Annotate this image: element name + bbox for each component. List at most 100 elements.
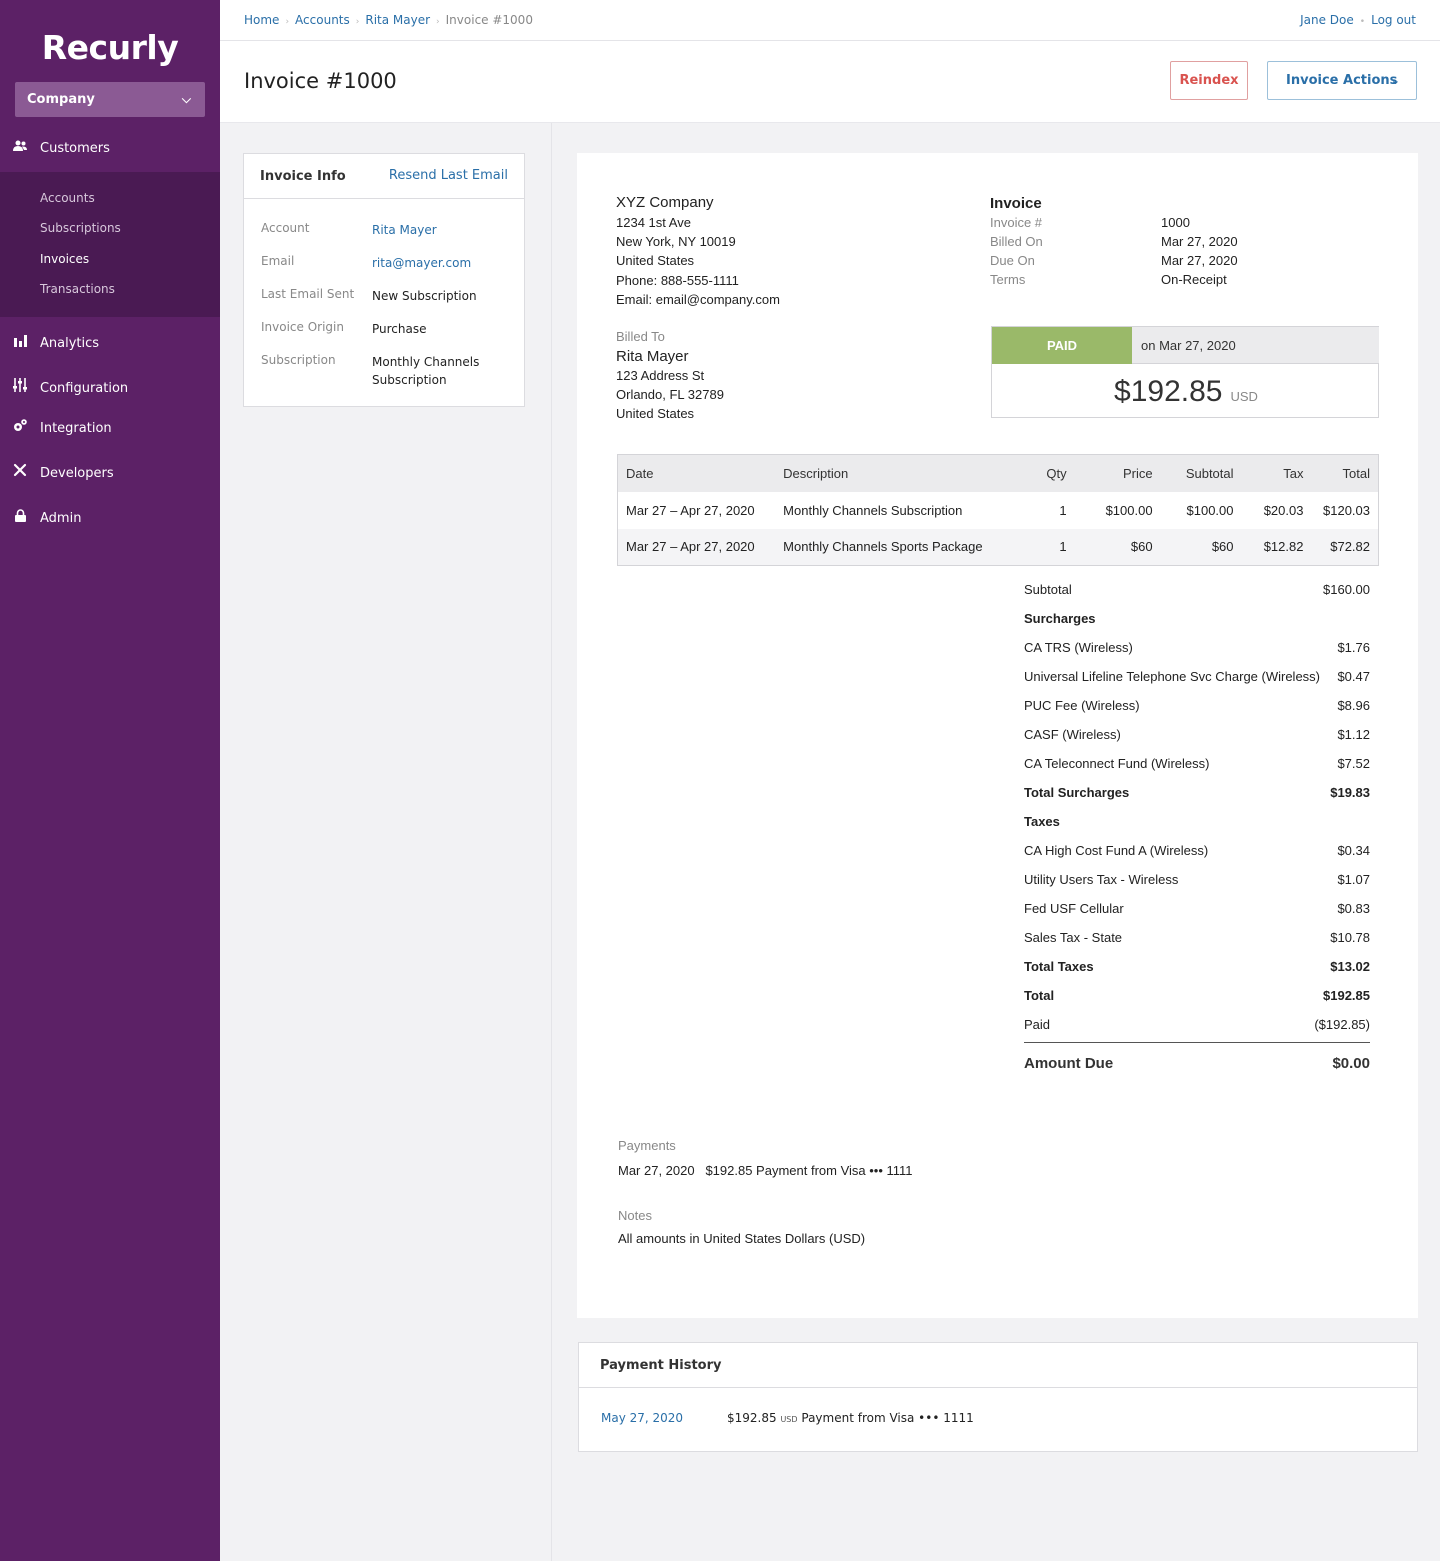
billed-to-name: Rita Mayer: [616, 348, 689, 365]
paid-badge: PAID: [992, 327, 1132, 364]
invoice-document: XYZ Company 1234 1st Ave New York, NY 10…: [577, 153, 1418, 1318]
summary-row: Fed USF Cellular $0.83: [1024, 901, 1370, 919]
summary-label: Fed USF Cellular: [1024, 901, 1124, 916]
column-divider: [551, 123, 552, 1561]
table-cell: $20.03: [1263, 502, 1304, 518]
amount-due: Amount Due $0.00: [1024, 1055, 1370, 1072]
summary-row: Sales Tax - State $10.78: [1024, 930, 1370, 948]
nav-developers[interactable]: Developers: [0, 456, 220, 492]
nav-admin-label: Admin: [40, 511, 82, 526]
summary-label: Sales Tax - State: [1024, 930, 1123, 945]
summary-value: ($192.85): [1314, 1017, 1370, 1032]
table-cell: $12.82: [1241, 528, 1312, 566]
user-links-separator: •: [1359, 17, 1366, 27]
billed-to-address-line: Orlando, FL 32789: [616, 387, 724, 402]
summary-label: CA Teleconnect Fund (Wireless): [1024, 756, 1210, 771]
sliders-icon: [11, 371, 29, 407]
company-address-line: United States: [616, 253, 695, 268]
summary-label: Total: [1024, 988, 1055, 1003]
summary-value: $10.78: [1330, 930, 1370, 945]
table-cell: $100.00: [1105, 502, 1153, 518]
account-link[interactable]: Rita Mayer: [372, 223, 437, 237]
table-cell: Monthly Channels Subscription: [783, 502, 963, 518]
column-header: Date: [617, 454, 776, 492]
meta-value: 1000: [1161, 215, 1190, 230]
paid-status-box: PAID on Mar 27, 2020 $192.85 USD: [991, 326, 1379, 418]
user-name-link[interactable]: Jane Doe: [1300, 13, 1354, 27]
breadcrumb-separator: ›: [355, 17, 360, 27]
summary-row: CASF (Wireless) $1.12: [1024, 727, 1370, 745]
resend-last-email-link[interactable]: Resend Last Email: [388, 168, 508, 183]
table-row: Mar 27 – Apr 27, 2020 Monthly Channels S…: [617, 528, 1379, 566]
column-header: Price: [1074, 454, 1161, 492]
billed-to-address-line: 123 Address St: [616, 368, 705, 383]
info-value: New Subscription: [372, 289, 477, 303]
reindex-button[interactable]: Reindex: [1170, 61, 1248, 100]
lock-icon: [11, 501, 29, 537]
nav-configuration[interactable]: Configuration: [0, 371, 220, 407]
paid-date: on Mar 27, 2020: [1132, 327, 1379, 364]
amount-due-value: $0.00: [1332, 1055, 1370, 1072]
table-cell: 1: [1059, 502, 1067, 518]
company-select[interactable]: Company ⌵: [15, 82, 205, 117]
breadcrumb-account[interactable]: Rita Mayer: [365, 13, 431, 27]
subnav-invoices[interactable]: Invoices: [40, 252, 90, 266]
payment-currency: USD: [780, 1415, 798, 1424]
subnav-subscriptions[interactable]: Subscriptions: [40, 221, 121, 235]
billed-to-label: Billed To: [616, 329, 665, 344]
summary-label: Taxes: [1024, 814, 1060, 829]
summary-label: CASF (Wireless): [1024, 727, 1121, 742]
nav-customers-label: Customers: [40, 141, 110, 156]
payment-history-entry: $192.85 USD Payment from Visa ••• 1111: [727, 1411, 974, 1425]
amount-due-label: Amount Due: [1024, 1055, 1114, 1072]
meta-value: Mar 27, 2020: [1161, 253, 1238, 268]
table-cell: $120.03: [1323, 502, 1370, 518]
summary-row: Utility Users Tax - Wireless $1.07: [1024, 872, 1370, 890]
company-address-line: 1234 1st Ave: [616, 215, 691, 230]
info-value: Purchase: [372, 322, 427, 336]
invoice-actions-button[interactable]: Invoice Actions ⌄: [1267, 61, 1417, 100]
summary-value: $0.47: [1337, 669, 1370, 684]
nav-customers[interactable]: Customers: [0, 131, 220, 167]
page-header: Invoice #1000 Reindex Invoice Actions ⌄: [220, 41, 1440, 123]
table-cell: Monthly Channels Sports Package: [775, 528, 1025, 566]
meta-label: Billed On: [990, 234, 1043, 249]
summary-row: Subtotal $160.00: [1024, 582, 1370, 600]
summary-value: $0.34: [1337, 843, 1370, 858]
subnav-accounts[interactable]: Accounts: [40, 191, 95, 205]
table-cell: $60: [1074, 528, 1161, 566]
column-header: Subtotal: [1160, 454, 1242, 492]
summary-label: Total Taxes: [1024, 959, 1094, 974]
table-cell: $72.82: [1311, 528, 1379, 566]
customers-subnav: Accounts Subscriptions Invoices Transact…: [0, 172, 220, 317]
summary-label: Paid: [1024, 1017, 1051, 1032]
table-row: Mar 27 – Apr 27, 2020 Monthly Channels S…: [618, 492, 1379, 529]
bar-chart-icon: [11, 326, 29, 362]
gears-icon: [11, 411, 29, 447]
summary-value: $8.96: [1337, 698, 1370, 713]
column-header: Description: [775, 454, 1025, 492]
payment-history-card: Payment History May 27, 2020 $192.85 USD…: [578, 1342, 1418, 1452]
company-phone: Phone: 888-555-1111: [616, 273, 739, 288]
column-header: Qty: [1024, 454, 1075, 492]
breadcrumb-accounts[interactable]: Accounts: [295, 13, 350, 27]
info-label: Invoice Origin: [261, 320, 344, 334]
payment-date-link[interactable]: May 27, 2020: [601, 1411, 684, 1425]
logout-link[interactable]: Log out: [1371, 13, 1416, 27]
meta-label: Invoice #: [990, 215, 1043, 230]
summary-row: Universal Lifeline Telephone Svc Charge …: [1024, 669, 1370, 687]
nav-integration[interactable]: Integration: [0, 411, 220, 447]
recurly-logo[interactable]: Recurly: [41, 28, 179, 67]
summary-row: Total Taxes $13.02: [1024, 959, 1370, 977]
nav-admin[interactable]: Admin: [0, 501, 220, 537]
company-select-label: Company: [27, 92, 95, 107]
invoice-info-title: Invoice Info: [260, 169, 346, 184]
nav-analytics[interactable]: Analytics: [0, 326, 220, 362]
billed-to-address-line: United States: [616, 406, 695, 421]
email-link[interactable]: rita@mayer.com: [372, 256, 472, 270]
subnav-transactions[interactable]: Transactions: [40, 282, 115, 296]
breadcrumb-home[interactable]: Home: [244, 13, 280, 27]
summary-value: $19.83: [1330, 785, 1370, 800]
info-value: Monthly Channels Subscription: [372, 355, 480, 387]
sidebar: Recurly Company ⌵ Customers Accounts Sub…: [0, 0, 220, 1561]
